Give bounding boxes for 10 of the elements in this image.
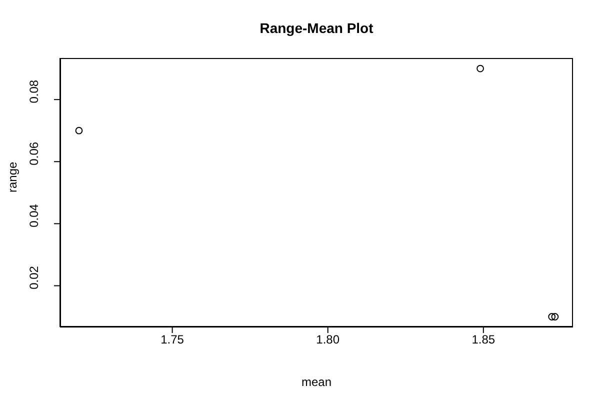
x-tick-label: 1.80 bbox=[316, 332, 340, 347]
y-tick-label: 0.08 bbox=[27, 80, 41, 104]
x-tick-label: 1.85 bbox=[472, 332, 496, 347]
y-tick-label: 0.02 bbox=[27, 266, 41, 290]
y-tick-label: 0.04 bbox=[27, 204, 41, 228]
x-tick-label: 1.75 bbox=[160, 332, 184, 347]
chart-title: Range-Mean Plot bbox=[258, 20, 374, 36]
x-axis-title: mean bbox=[301, 375, 332, 389]
y-axis-title: range bbox=[5, 161, 20, 192]
y-tick-label: 0.06 bbox=[27, 142, 41, 166]
